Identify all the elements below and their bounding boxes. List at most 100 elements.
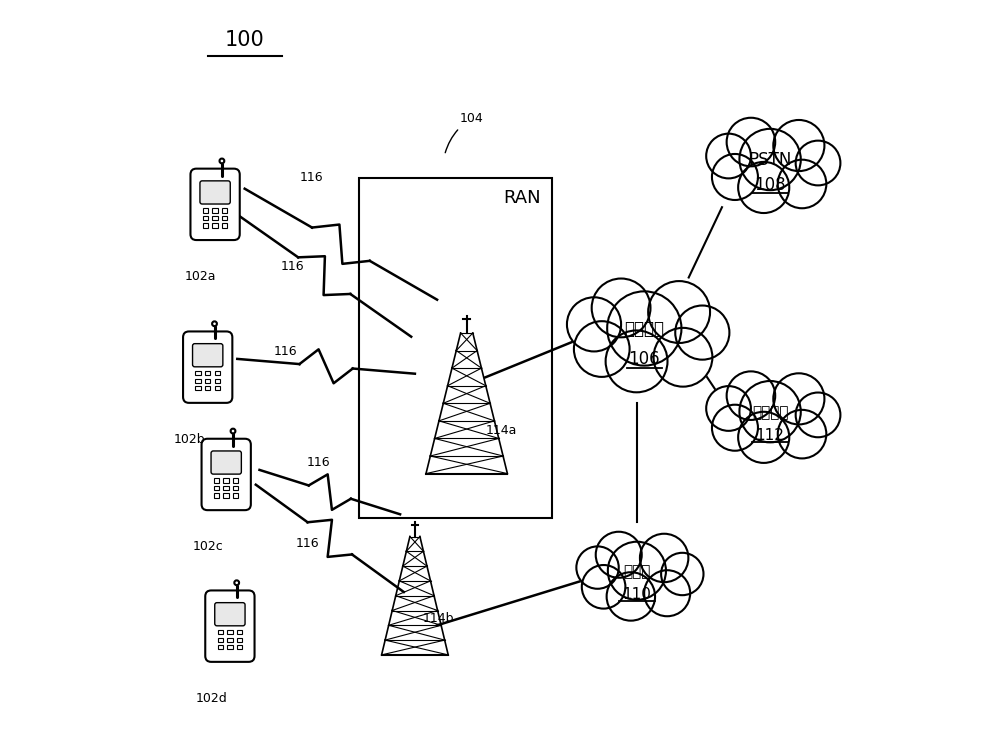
FancyBboxPatch shape — [211, 451, 241, 474]
Text: 102b: 102b — [173, 433, 205, 446]
Bar — [205, 386, 210, 391]
Bar — [212, 223, 218, 228]
Text: 114a: 114a — [485, 423, 517, 437]
FancyBboxPatch shape — [183, 332, 232, 403]
Text: 116: 116 — [307, 456, 331, 469]
Text: 其它网络: 其它网络 — [752, 405, 788, 420]
Bar — [218, 645, 223, 650]
Circle shape — [607, 572, 655, 621]
Bar — [203, 216, 208, 221]
Bar — [195, 371, 201, 375]
Text: 100: 100 — [225, 30, 265, 50]
Circle shape — [592, 278, 650, 337]
Circle shape — [738, 411, 789, 463]
Bar — [215, 371, 220, 375]
Circle shape — [596, 532, 642, 578]
Bar — [205, 379, 210, 383]
Bar — [223, 486, 229, 491]
Bar — [215, 379, 220, 383]
Circle shape — [576, 546, 619, 589]
Circle shape — [712, 405, 758, 451]
Text: 102c: 102c — [192, 540, 223, 554]
Text: PSTN: PSTN — [748, 151, 792, 169]
Bar — [237, 638, 242, 642]
Bar — [222, 223, 227, 228]
FancyBboxPatch shape — [193, 343, 223, 367]
Bar — [237, 645, 242, 650]
Bar — [214, 494, 219, 498]
Circle shape — [675, 306, 729, 360]
Circle shape — [220, 158, 224, 164]
Circle shape — [574, 321, 630, 377]
Bar — [212, 208, 218, 212]
Bar — [227, 638, 233, 642]
Text: 116: 116 — [274, 345, 297, 358]
Bar — [233, 478, 238, 482]
Circle shape — [582, 565, 625, 608]
Bar — [233, 494, 238, 498]
Circle shape — [654, 328, 712, 387]
Bar — [359, 178, 552, 518]
Text: 116: 116 — [281, 260, 305, 273]
Circle shape — [606, 331, 668, 392]
Bar — [218, 630, 223, 634]
Text: 110: 110 — [622, 587, 651, 602]
Circle shape — [234, 580, 239, 585]
Bar — [233, 486, 238, 491]
Text: 108: 108 — [754, 176, 786, 195]
Bar — [223, 494, 229, 498]
Circle shape — [738, 162, 789, 213]
Circle shape — [727, 118, 775, 166]
Bar — [227, 630, 233, 634]
FancyBboxPatch shape — [215, 602, 245, 626]
Bar — [218, 638, 223, 642]
Circle shape — [778, 160, 826, 208]
Circle shape — [661, 553, 704, 595]
Circle shape — [778, 410, 826, 458]
Bar — [203, 208, 208, 212]
Circle shape — [640, 534, 688, 582]
Circle shape — [231, 428, 235, 434]
Circle shape — [648, 281, 710, 343]
Text: 104: 104 — [445, 112, 483, 152]
Text: 102d: 102d — [196, 692, 227, 705]
Circle shape — [739, 381, 801, 443]
Circle shape — [796, 141, 840, 186]
Bar — [214, 486, 219, 491]
Circle shape — [607, 292, 681, 366]
Circle shape — [644, 571, 690, 616]
Circle shape — [773, 120, 824, 171]
Text: 因特网: 因特网 — [623, 564, 651, 579]
Bar — [195, 386, 201, 391]
Circle shape — [706, 134, 751, 178]
Circle shape — [739, 129, 801, 190]
Circle shape — [712, 154, 758, 200]
Text: 102a: 102a — [185, 270, 216, 283]
Bar — [203, 223, 208, 228]
Bar — [227, 645, 233, 650]
Bar — [222, 208, 227, 212]
Text: 116: 116 — [296, 537, 319, 551]
Bar — [212, 216, 218, 221]
Circle shape — [706, 386, 751, 431]
Bar — [222, 216, 227, 221]
Text: 112: 112 — [756, 428, 785, 443]
Bar — [215, 386, 220, 391]
Circle shape — [796, 392, 840, 437]
Circle shape — [567, 297, 621, 352]
FancyBboxPatch shape — [205, 591, 255, 662]
Circle shape — [212, 321, 217, 326]
Bar — [223, 478, 229, 482]
Text: 114b: 114b — [422, 612, 454, 625]
Bar — [237, 630, 242, 634]
Bar — [214, 478, 219, 482]
FancyBboxPatch shape — [190, 169, 240, 240]
Circle shape — [608, 542, 666, 600]
Circle shape — [727, 371, 775, 420]
Bar — [195, 379, 201, 383]
Bar — [205, 371, 210, 375]
Text: RAN: RAN — [503, 189, 541, 206]
Text: 核心网络: 核心网络 — [624, 320, 664, 338]
FancyBboxPatch shape — [200, 181, 230, 204]
Circle shape — [773, 373, 824, 425]
